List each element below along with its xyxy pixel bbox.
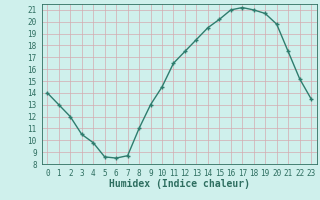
X-axis label: Humidex (Indice chaleur): Humidex (Indice chaleur) — [109, 179, 250, 189]
